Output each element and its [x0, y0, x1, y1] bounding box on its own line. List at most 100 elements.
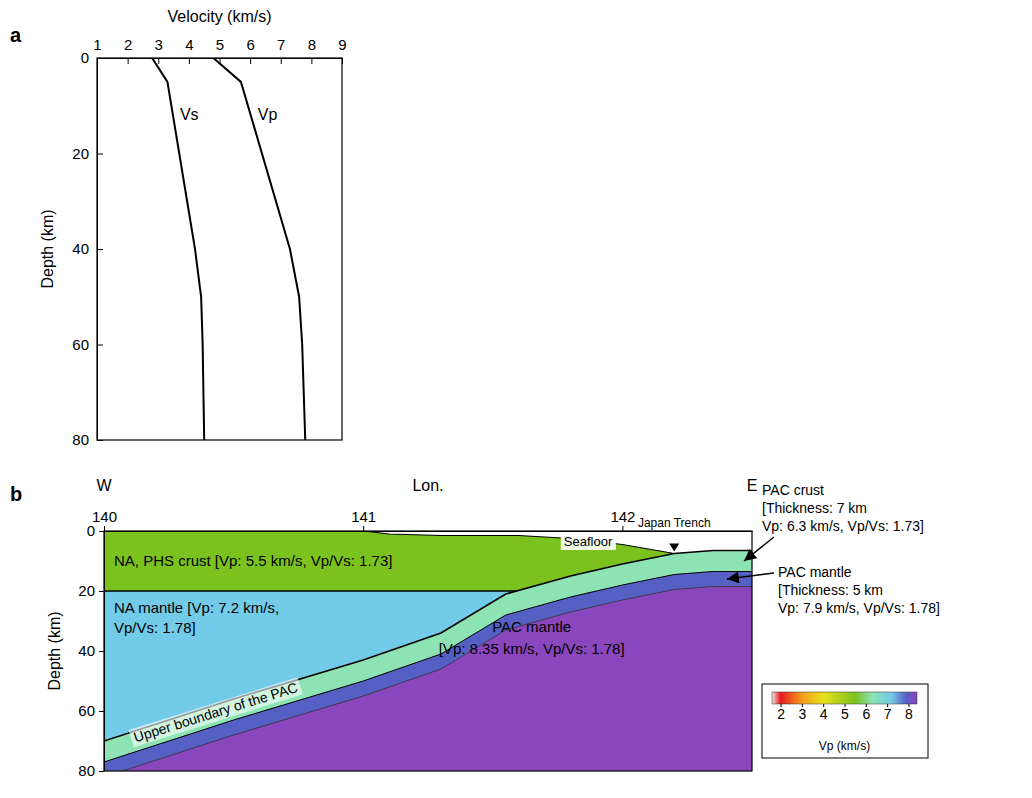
tick-label: 0	[87, 522, 95, 539]
tick: 2	[777, 704, 785, 722]
tick-mark	[250, 58, 251, 64]
tick: 3	[155, 36, 163, 64]
label-background	[561, 533, 616, 550]
arrow	[727, 573, 774, 579]
tick-label: 8	[308, 36, 316, 53]
tick: 3	[798, 704, 806, 722]
tick: 5	[216, 36, 224, 64]
tick-label: 80	[72, 431, 89, 448]
slab-label: Upper boundary of the PAC	[129, 677, 303, 747]
tick-label: 141	[351, 508, 376, 525]
tick: 2	[124, 36, 132, 64]
plot-area	[104, 531, 752, 771]
plot-area	[152, 58, 305, 440]
axis-title: Depth (km)	[39, 209, 56, 288]
axis-title: Depth (km)	[46, 611, 63, 690]
tick: 80	[78, 762, 104, 779]
series-line	[213, 58, 305, 440]
layer	[104, 531, 752, 771]
tick-label: 80	[78, 762, 95, 779]
seafloor-line	[104, 531, 674, 554]
tick-mark	[281, 58, 282, 64]
label-background	[129, 677, 303, 747]
layer-label: PAC mantle	[778, 564, 852, 580]
axis-line	[104, 532, 105, 772]
axis: 2345678	[773, 704, 918, 722]
layer-label: [Thickness: 5 km	[778, 582, 883, 598]
tick-label: 142	[610, 508, 635, 525]
axis-end-label: E	[747, 477, 758, 494]
tick: 0	[87, 522, 104, 539]
tick-label: 40	[72, 240, 89, 257]
tick: 60	[78, 702, 104, 719]
tick-mark	[99, 651, 104, 652]
layer	[104, 531, 752, 591]
tick-mark	[622, 526, 623, 531]
tick-label: 6	[862, 706, 870, 722]
axis: 0 20 40 60 80	[72, 49, 103, 448]
trench-marker	[669, 544, 679, 552]
tick-label: 0	[81, 49, 89, 66]
layer-label: [Vp: 8.35 km/s, Vp/Vs: 1.78]	[439, 640, 625, 657]
tick-mark	[311, 58, 312, 64]
plot-frame	[97, 58, 342, 440]
tick-mark	[363, 526, 364, 531]
annotation: Japan Trench	[638, 516, 711, 530]
tick: 4	[185, 36, 193, 64]
annotation: Upper boundary of the PAC	[132, 679, 300, 745]
tick-mark	[220, 58, 221, 64]
tick: 0	[81, 49, 103, 66]
layer-label: PAC mantle	[492, 618, 571, 635]
tick: 4	[820, 704, 828, 722]
tick-label: 60	[78, 702, 95, 719]
axis: 140141142	[92, 508, 753, 532]
crust-group	[104, 531, 752, 591]
tick-label: 20	[78, 582, 95, 599]
layer-label: NA mantle [Vp: 7.2 km/s,	[114, 599, 279, 616]
axis-title: Velocity (km/s)	[167, 8, 271, 25]
axis-line	[105, 531, 753, 532]
layer-label: Vp: 7.9 km/s, Vp/Vs: 1.78]	[778, 600, 940, 616]
tick-label: 5	[841, 706, 849, 722]
tick-mark	[342, 58, 343, 64]
tick-mark	[97, 58, 103, 59]
tick: 5	[841, 704, 849, 722]
tick: 9	[338, 36, 346, 64]
tick-mark	[99, 711, 104, 712]
annotation: Seafloor	[564, 534, 613, 549]
tick-label: 2	[777, 706, 785, 722]
plot-frame	[104, 531, 752, 771]
tick-mark	[97, 345, 103, 346]
tick-mark	[158, 58, 159, 64]
series-line	[152, 58, 204, 440]
tick: 7	[884, 704, 892, 722]
tick: 6	[246, 36, 254, 64]
tick: 8	[308, 36, 316, 64]
panel-a: 1 2 3 4 5 6 7 8 9 0 20 40 60 80 Velocity (km/s) Depth (…	[10, 8, 347, 448]
colorbar-bar	[772, 692, 917, 704]
arrow	[744, 537, 774, 561]
tick-label: 7	[277, 36, 285, 53]
tick: 20	[72, 145, 103, 162]
tick: 7	[277, 36, 285, 64]
figure: 123456789020406080Velocity (km/s)Depth (…	[0, 0, 1032, 798]
tick-label: 3	[798, 706, 806, 722]
tick-label: 4	[185, 36, 193, 53]
tick-mark	[97, 249, 103, 250]
series-label: Vs	[180, 106, 199, 123]
tick-label: 5	[216, 36, 224, 53]
colorbar: 2345678Vp (km/s)	[762, 684, 928, 758]
tick-label: 3	[155, 36, 163, 53]
tick-label: 60	[72, 336, 89, 353]
tick-mark	[189, 58, 190, 64]
tick: 141	[351, 508, 376, 531]
tick-label: 1	[93, 36, 101, 53]
tick-label: 4	[820, 706, 828, 722]
axis: 1 2 3 4 5 6 7 8 9	[93, 36, 346, 64]
layer-label: NA, PHS crust [Vp: 5.5 km/s, Vp/Vs: 1.73…	[114, 552, 392, 569]
tick-mark	[99, 771, 104, 772]
axis-title: Lon.	[412, 477, 443, 494]
axis: 020406080	[78, 522, 104, 779]
tick: 40	[72, 240, 103, 257]
water	[104, 531, 752, 554]
